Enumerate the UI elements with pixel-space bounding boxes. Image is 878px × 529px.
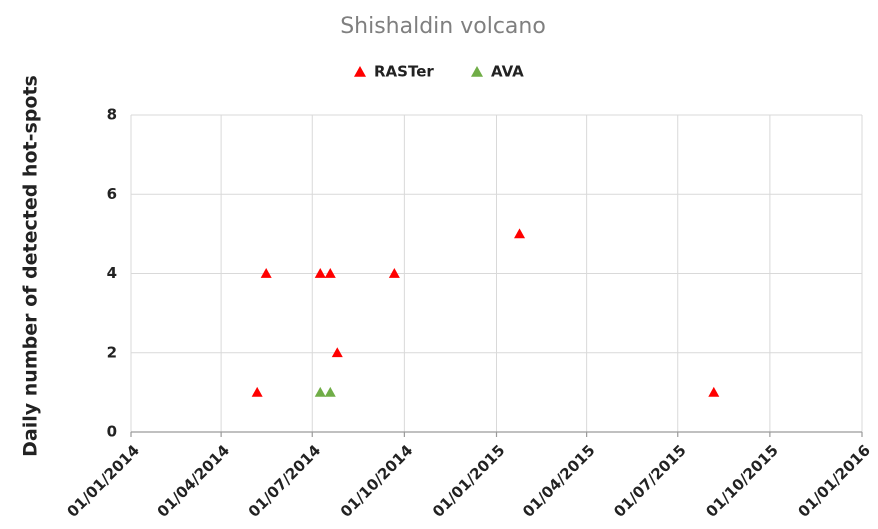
marker — [324, 386, 336, 397]
y-tick-label: 6 — [107, 185, 117, 203]
x-tick-label: 01/04/2014 — [154, 441, 234, 521]
x-tick-label: 01/07/2015 — [610, 441, 690, 521]
x-tick-label: 01/01/2016 — [794, 441, 874, 521]
marker — [331, 347, 343, 358]
legend-marker — [354, 66, 366, 77]
marker — [260, 268, 272, 278]
marker — [708, 386, 720, 397]
x-tick-label: 01/01/2015 — [429, 441, 509, 521]
marker — [314, 386, 326, 397]
x-tick-label: 01/10/2014 — [337, 441, 417, 521]
marker — [324, 268, 336, 278]
y-axis-label: Daily number of detected hot-spots — [20, 75, 42, 457]
marker — [388, 268, 400, 278]
y-tick-label: 4 — [107, 264, 117, 282]
legend-label: RASTer — [374, 63, 434, 81]
x-tick-label: 01/04/2015 — [519, 441, 599, 521]
legend-label: AVA — [491, 63, 524, 81]
y-tick-label: 2 — [107, 343, 117, 361]
y-tick-label: 0 — [107, 423, 117, 441]
marker — [251, 386, 263, 397]
marker — [514, 228, 526, 239]
chart-title: Shishaldin volcano — [340, 14, 546, 39]
legend-marker — [471, 66, 483, 77]
x-tick-label: 01/07/2014 — [245, 441, 325, 521]
x-tick-label: 01/10/2015 — [702, 441, 782, 521]
x-tick-label: 01/01/2014 — [63, 441, 143, 521]
y-tick-label: 8 — [107, 106, 117, 124]
marker — [314, 268, 326, 278]
